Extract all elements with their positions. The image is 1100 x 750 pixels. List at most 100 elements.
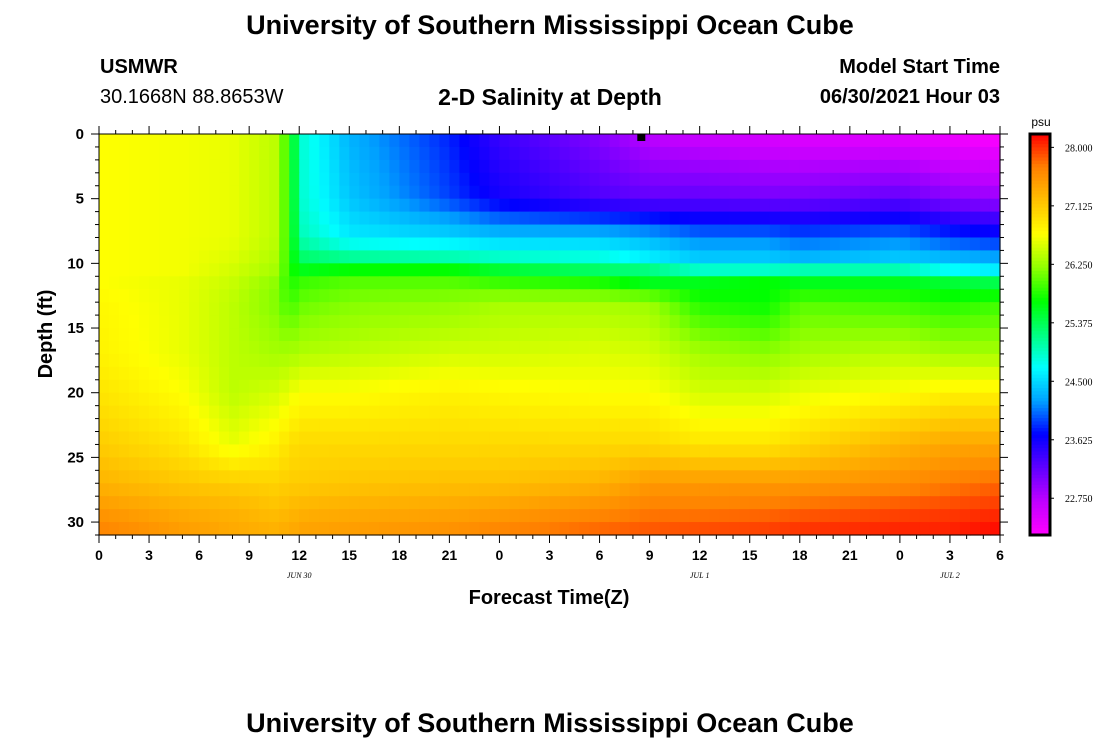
- heatmap-cell: [409, 146, 420, 161]
- heatmap-cell: [599, 340, 611, 355]
- colorbar-swatch: [1030, 397, 1050, 402]
- heatmap-cell: [369, 509, 380, 523]
- heatmap-cell: [809, 522, 821, 536]
- heatmap-cell: [489, 159, 501, 174]
- colorbar-swatch: [1030, 448, 1050, 453]
- heatmap-cell: [299, 470, 310, 484]
- heatmap-cell: [759, 237, 771, 252]
- heatmap-cell: [369, 470, 380, 484]
- heatmap-cell: [359, 211, 370, 226]
- heatmap-cell: [919, 366, 931, 381]
- heatmap-cell: [899, 250, 911, 264]
- heatmap-cell: [199, 211, 210, 226]
- heatmap-cell: [589, 250, 601, 264]
- heatmap-cell: [399, 353, 410, 368]
- heatmap-cell: [949, 444, 961, 458]
- heatmap-cell: [649, 185, 661, 200]
- heatmap-cell: [909, 496, 921, 510]
- colorbar-swatch: [1030, 371, 1050, 376]
- heatmap-cell: [309, 328, 320, 342]
- heatmap-cell: [669, 276, 681, 290]
- heatmap-cell: [859, 289, 871, 303]
- heatmap-cell: [979, 250, 991, 264]
- heatmap-cell: [539, 198, 551, 213]
- heatmap-cell: [919, 237, 931, 252]
- heatmap-cell: [209, 263, 220, 277]
- heatmap-cell: [609, 250, 621, 264]
- heatmap-cell: [119, 392, 130, 407]
- heatmap-cell: [499, 250, 511, 264]
- heatmap-cell: [629, 276, 641, 290]
- heatmap-cell: [219, 522, 230, 536]
- heatmap-cell: [419, 509, 430, 523]
- heatmap-cell: [649, 483, 661, 497]
- heatmap-cell: [179, 392, 190, 407]
- heatmap-cell: [949, 496, 961, 510]
- x-tick-label: 0: [496, 547, 504, 563]
- heatmap-cell: [389, 340, 400, 355]
- heatmap-cell: [329, 211, 340, 226]
- heatmap-cell: [139, 366, 150, 381]
- heatmap-cell: [659, 444, 671, 458]
- heatmap-cell: [99, 276, 110, 290]
- heatmap-cell: [229, 392, 240, 407]
- heatmap-cell: [869, 470, 881, 484]
- heatmap-cell: [799, 379, 811, 394]
- heatmap-cell: [339, 198, 350, 213]
- heatmap-cell: [829, 276, 841, 290]
- heatmap-cell: [299, 146, 310, 161]
- heatmap-cell: [869, 522, 881, 536]
- heatmap-cell: [689, 509, 701, 523]
- heatmap-cell: [879, 522, 891, 536]
- heatmap-cell: [339, 263, 350, 277]
- heatmap-cell: [889, 134, 901, 148]
- heatmap-cell: [459, 172, 471, 187]
- heatmap-cell: [519, 483, 531, 497]
- heatmap-cell: [439, 159, 450, 174]
- heatmap-cell: [249, 353, 260, 368]
- heatmap-cell: [669, 302, 681, 316]
- heatmap-cell: [819, 431, 831, 446]
- heatmap-cell: [769, 134, 781, 148]
- heatmap-cell: [879, 444, 891, 458]
- heatmap-cell: [229, 405, 240, 420]
- heatmap-cell: [689, 444, 701, 458]
- heatmap-cell: [719, 263, 731, 277]
- colorbar-swatch: [1030, 488, 1050, 493]
- heatmap-cell: [119, 353, 130, 368]
- heatmap-cell: [279, 237, 290, 252]
- page-title: University of Southern Mississippi Ocean…: [246, 10, 854, 40]
- heatmap-cell: [939, 405, 951, 420]
- heatmap-cell: [299, 431, 310, 446]
- heatmap-cell: [129, 159, 140, 174]
- heatmap-cell: [779, 483, 791, 497]
- heatmap-cell: [399, 134, 410, 148]
- heatmap-cell: [799, 302, 811, 316]
- heatmap-cell: [239, 250, 250, 264]
- heatmap-cell: [449, 392, 460, 407]
- heatmap-cell: [919, 457, 931, 471]
- heatmap-cell: [139, 315, 150, 329]
- heatmap-cell: [779, 366, 791, 381]
- heatmap-cell: [969, 211, 981, 226]
- heatmap-cell: [369, 328, 380, 342]
- heatmap-cell: [409, 353, 420, 368]
- heatmap-cell: [879, 172, 891, 187]
- heatmap-cell: [189, 496, 200, 510]
- heatmap-cell: [319, 496, 330, 510]
- heatmap-cell: [639, 146, 651, 161]
- heatmap-cell: [969, 392, 981, 407]
- heatmap-cell: [579, 263, 591, 277]
- heatmap-cell: [899, 418, 911, 433]
- heatmap-cell: [579, 134, 591, 148]
- heatmap-cell: [739, 392, 751, 407]
- heatmap-cell: [959, 483, 971, 497]
- heatmap-cell: [109, 340, 120, 355]
- heatmap-cell: [159, 392, 170, 407]
- heatmap-cell: [549, 250, 561, 264]
- heatmap-cell: [699, 211, 711, 226]
- heatmap-cell: [839, 353, 851, 368]
- heatmap-cell: [419, 457, 430, 471]
- heatmap-cell: [529, 418, 541, 433]
